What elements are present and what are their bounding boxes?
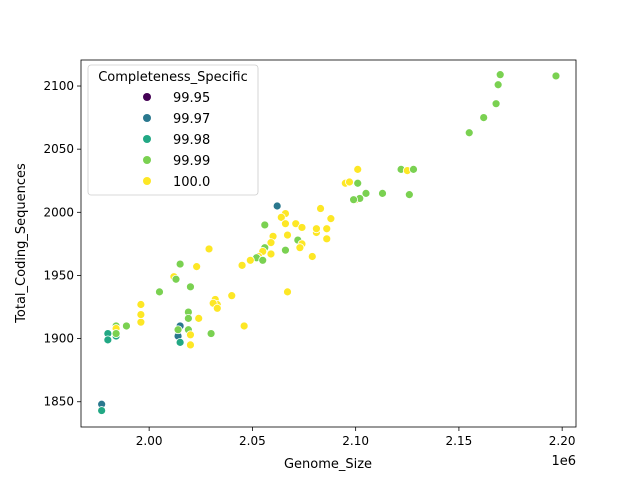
data-point	[227, 291, 237, 301]
data-point	[495, 70, 505, 80]
data-point	[194, 313, 204, 323]
data-point	[345, 177, 354, 187]
plot-frame	[80, 59, 577, 428]
y-tick-label: 1850	[43, 395, 74, 409]
legend-title: Completeness_Specific	[98, 70, 248, 85]
data-point	[155, 287, 164, 297]
y-axis-label: Total_Coding_Sequences	[14, 163, 29, 324]
y-tick-label: 2100	[43, 79, 74, 93]
data-point	[175, 259, 185, 269]
data-point	[353, 164, 363, 174]
data-point	[349, 195, 358, 205]
data-point	[409, 164, 418, 174]
data-point	[266, 238, 276, 248]
data-point	[192, 262, 202, 272]
data-point	[276, 212, 286, 222]
y-axis-ticks: 1850 1900 1950 2000 2050 2100	[43, 79, 81, 409]
data-point	[204, 244, 214, 254]
data-point	[260, 220, 270, 230]
data-point	[136, 317, 146, 327]
legend-label: 99.98	[173, 133, 210, 148]
data-point	[551, 71, 561, 81]
data-point	[111, 329, 121, 338]
legend-marker	[143, 156, 151, 164]
data-point	[212, 303, 222, 313]
x-tick-label: 2.00	[136, 434, 163, 448]
data-point	[186, 282, 195, 292]
data-point	[206, 329, 216, 338]
data-point	[312, 224, 321, 234]
data-point	[239, 321, 249, 331]
data-point	[122, 321, 131, 331]
data-point	[316, 204, 325, 213]
data-point	[136, 300, 146, 309]
x-tick-label: 2.15	[446, 434, 473, 448]
legend-marker	[143, 135, 151, 143]
data-point	[281, 219, 290, 229]
data-point	[491, 99, 501, 109]
data-point	[378, 188, 387, 198]
data-point	[173, 325, 183, 335]
data-point	[237, 260, 247, 270]
legend-marker	[143, 177, 151, 185]
y-tick-label: 2050	[43, 142, 74, 156]
data-point	[326, 214, 336, 224]
data-point	[322, 234, 332, 244]
x-tick-label: 2.20	[549, 434, 576, 448]
data-point	[97, 406, 107, 415]
legend-box	[87, 64, 259, 196]
data-point	[404, 190, 414, 200]
data-point	[266, 249, 276, 259]
data-point	[493, 80, 503, 90]
legend-marker	[143, 114, 151, 122]
data-point	[297, 223, 307, 232]
data-point	[283, 287, 292, 297]
x-axis-label: Genome_Size	[284, 457, 372, 472]
legend: Completeness_Specific 99.95 99.97 99.98 99.…	[87, 64, 259, 196]
data-point	[171, 274, 181, 284]
data-point	[175, 337, 185, 347]
data-point	[183, 313, 193, 323]
legend-label: 99.97	[173, 112, 210, 127]
data-point	[136, 310, 146, 320]
x-axis-ticks: 2.00 2.05 2.10 2.15 2.20	[136, 427, 576, 448]
y-tick-label: 2000	[43, 205, 74, 219]
x-offset-label: 1e6	[551, 454, 576, 469]
x-tick-label: 2.05	[239, 434, 266, 448]
x-tick-label: 2.10	[342, 434, 369, 448]
data-point	[464, 128, 474, 138]
data-point	[186, 330, 195, 340]
data-point	[353, 178, 363, 188]
data-point	[186, 340, 195, 350]
data-point	[245, 255, 255, 265]
data-point	[281, 245, 290, 255]
data-point	[272, 201, 282, 211]
y-tick-label: 1900	[43, 332, 74, 346]
legend-label: 99.99	[173, 154, 210, 169]
data-point	[307, 252, 317, 261]
data-point	[283, 230, 292, 240]
data-point	[258, 255, 268, 265]
y-tick-label: 1950	[43, 268, 74, 282]
data-point	[295, 243, 305, 253]
points-layer	[97, 70, 561, 415]
legend-label: 100.0	[173, 175, 210, 190]
data-point	[479, 113, 489, 122]
data-point	[322, 224, 332, 234]
data-point	[361, 188, 371, 198]
legend-marker	[143, 93, 151, 101]
data-point	[103, 335, 113, 345]
legend-label: 99.95	[173, 91, 210, 106]
